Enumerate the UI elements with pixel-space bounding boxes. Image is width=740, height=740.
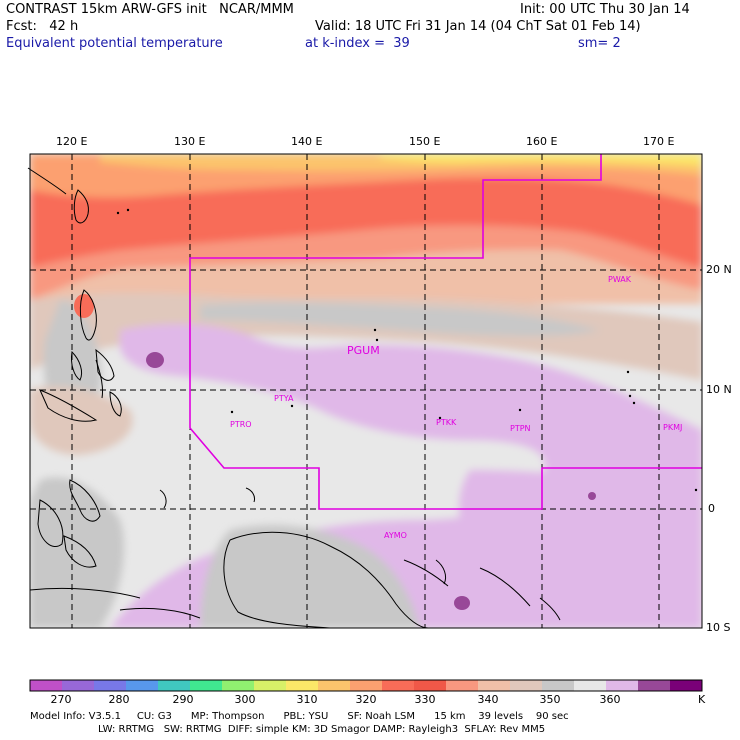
colorbar-label-340: 340 [477, 693, 499, 706]
coastlines [27, 167, 561, 629]
header-field-name: Equivalent potential temperature [6, 36, 223, 51]
colorbar-frame [29, 679, 703, 692]
header-init: Init: 00 UTC Thu 30 Jan 14 [520, 2, 690, 17]
lat-label-20n: 20 N [706, 263, 732, 276]
colorbar-label-320: 320 [355, 693, 377, 706]
colorbar-segment [254, 680, 287, 691]
lon-label-160e: 160 E [526, 135, 558, 148]
colorbar-label-280: 280 [108, 693, 130, 706]
station-ptkk: PTKK [436, 418, 457, 427]
colorbar-segment [574, 680, 607, 691]
colorbar-segment [446, 680, 479, 691]
colorbar-segment [62, 680, 95, 691]
theta-e-field [30, 154, 702, 628]
colorbar-segment [318, 680, 351, 691]
colorbar-segment [30, 680, 63, 691]
colorbar-segment [126, 680, 159, 691]
station-pkmj: PKMJ [663, 423, 683, 432]
colorbar-label-330: 330 [414, 693, 436, 706]
station-ptpn: PTPN [510, 424, 531, 433]
colorbar-label-290: 290 [172, 693, 194, 706]
header-title: CONTRAST 15km ARW-GFS init NCAR/MMM [6, 2, 294, 17]
lat-label-0: 0 [708, 502, 715, 515]
small-islands [116, 208, 698, 492]
colorbar-label-350: 350 [539, 693, 561, 706]
station-aymo: AYMO [384, 531, 407, 540]
station-ptro: PTRO [230, 420, 252, 429]
lon-label-150e: 150 E [409, 135, 441, 148]
colorbar-unit: K [698, 693, 706, 706]
station-ptya: PTYA [274, 394, 294, 403]
inner-domain-boundary [189, 154, 602, 428]
header-forecast: Fcst: 42 h [6, 19, 79, 34]
lon-label-120e: 120 E [56, 135, 88, 148]
colorbar-segment [286, 680, 319, 691]
colorbar-segment [222, 680, 255, 691]
footer-physics-info: LW: RRTMG SW: RRTMG DIFF: simple KM: 3D … [98, 724, 546, 735]
colorbar-segment [670, 680, 703, 691]
colorbar-segment [478, 680, 511, 691]
header-smoothing: sm= 2 [578, 36, 621, 51]
colorbar-label-310: 310 [296, 693, 318, 706]
colorbar-segment [510, 680, 543, 691]
lon-label-130e: 130 E [174, 135, 206, 148]
colorbar-segment [190, 680, 223, 691]
colorbar-segment [414, 680, 447, 691]
lon-label-140e: 140 E [291, 135, 323, 148]
colorbar-segment [382, 680, 415, 691]
colorbar-segment [606, 680, 639, 691]
map-frame [29, 153, 703, 629]
inner-domain-boundary-south [189, 427, 702, 510]
colorbar-segment [638, 680, 671, 691]
station-pgum: PGUM [347, 344, 380, 357]
header-valid: Valid: 18 UTC Fri 31 Jan 14 (04 ChT Sat … [315, 19, 641, 34]
colorbar-segment [158, 680, 191, 691]
lon-label-170e: 170 E [643, 135, 675, 148]
footer-model-info: Model Info: V3.5.1 CU: G3 MP: Thompson P… [30, 711, 569, 722]
lat-label-10n: 10 N [706, 383, 732, 396]
colorbar-label-300: 300 [234, 693, 256, 706]
colorbar-label-360: 360 [599, 693, 621, 706]
colorbar-segment [350, 680, 383, 691]
station-pwak: PWAK [608, 275, 632, 284]
colorbar-label-270: 270 [50, 693, 72, 706]
header-level: at k-index = 39 [305, 36, 410, 51]
colorbar-segment [542, 680, 575, 691]
lat-label-10s: 10 S [706, 621, 731, 634]
colorbar-segment [94, 680, 127, 691]
colorbar [29, 679, 703, 692]
